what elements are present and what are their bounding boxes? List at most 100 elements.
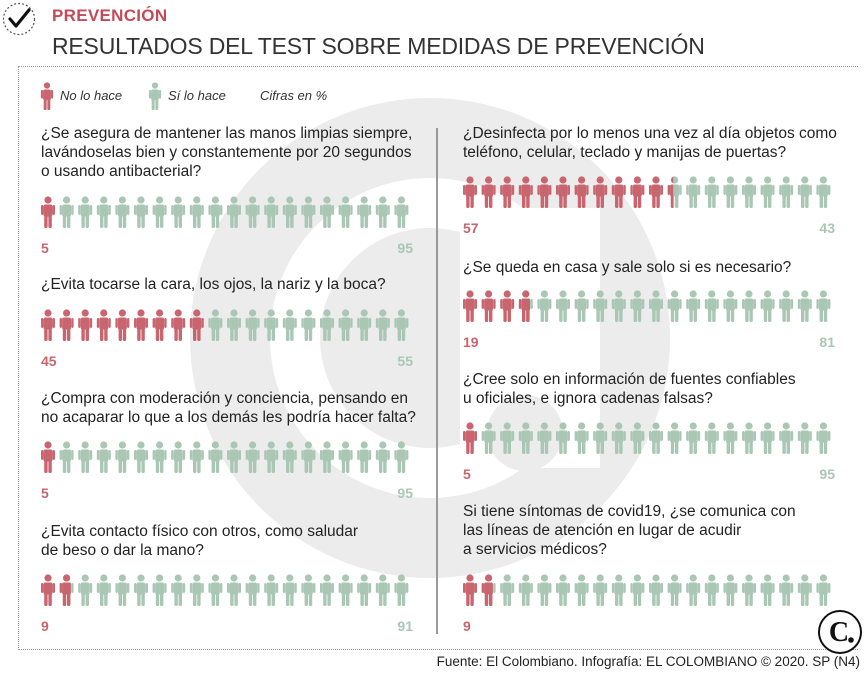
person-icon-si (96, 196, 111, 228)
svg-text:C: C (829, 617, 849, 648)
person-icon-si (357, 441, 372, 473)
person-icon-no (59, 309, 74, 341)
person-icon-si (152, 196, 167, 228)
person-icon-si (245, 196, 260, 228)
person-icon-si (797, 422, 812, 454)
person-icon-si (816, 574, 831, 606)
person-icon-si (797, 176, 812, 208)
person-icon-si (134, 441, 148, 473)
person-icon-si (797, 574, 812, 606)
person-icon-si (375, 441, 390, 473)
question-line: de beso o dar la mano? (41, 542, 204, 559)
person-icon-si (338, 309, 353, 341)
person-icon-si (320, 441, 334, 473)
person-icon-si (611, 422, 626, 454)
no-value-label: 45 (41, 353, 57, 369)
person-icon-si (686, 574, 701, 606)
person-icon-no (500, 176, 515, 208)
person-icon-si (816, 176, 831, 208)
person-icon-no (611, 176, 626, 208)
person-icon-si (760, 176, 775, 208)
person-icon-si (797, 290, 812, 322)
person-icon-si (282, 441, 297, 473)
person-icon-si (723, 290, 738, 322)
person-icon-si (760, 422, 775, 454)
si-value-label: 91 (397, 618, 413, 634)
person-icon-si (301, 196, 316, 228)
si-value-label: 81 (819, 334, 835, 350)
legend-si-person-icon (148, 82, 162, 110)
person-icon-si (375, 574, 390, 606)
person-icon-si (208, 196, 223, 228)
person-icon-si (375, 196, 390, 228)
question-line: ¿Evita tocarse la cara, los ojos, la nar… (41, 276, 386, 293)
person-icon-no (41, 196, 55, 228)
person-icon-si (357, 309, 372, 341)
person-icon-si (189, 441, 204, 473)
person-icon-si (760, 574, 775, 606)
person-icon-no (500, 290, 515, 322)
person-icon-si (667, 422, 682, 454)
page-title: RESULTADOS DEL TEST SOBRE MEDIDAS DE PRE… (52, 33, 705, 59)
person-icon-si (59, 441, 74, 473)
person-icon-si (779, 422, 794, 454)
person-icon (148, 82, 162, 110)
no-value-label: 5 (463, 466, 471, 482)
question-text: ¿Evita contacto físico con otros, como s… (41, 522, 358, 560)
person-icon-si (357, 574, 372, 606)
person-icon-si (115, 441, 130, 473)
person-icon-no (59, 574, 71, 606)
question-text: ¿Se asegura de mantener las manos limpia… (41, 124, 412, 181)
person-icon-no (574, 176, 589, 208)
person-icon-no (649, 176, 663, 208)
person-icon-si (152, 574, 167, 606)
person-icon-no (171, 309, 186, 341)
person-icon-si (537, 290, 552, 322)
person-icon-si (96, 574, 111, 606)
question-text: ¿Compra con moderación y conciencia, pen… (41, 389, 416, 427)
person-icon-si (282, 574, 297, 606)
si-value-label: 95 (397, 485, 413, 501)
person-icon-si (742, 574, 756, 606)
person-icon-no-partial (667, 176, 674, 208)
person-icon-si (394, 574, 409, 606)
legend-units: Cifras en % (260, 88, 328, 103)
person-icon-no (556, 176, 570, 208)
person-icon-si (556, 422, 570, 454)
question-text: ¿Desinfecta por lo menos una vez al día … (463, 124, 837, 162)
person-icon-si (574, 290, 589, 322)
person-icon-si (171, 441, 186, 473)
question-line: Si tiene síntomas de covid19, ¿se comuni… (463, 503, 796, 520)
person-icon-si (742, 290, 756, 322)
person-icon-si (245, 309, 260, 341)
person-icon-si (686, 176, 701, 208)
person-icon-si (537, 422, 552, 454)
no-value-label: 19 (463, 334, 479, 350)
person-icon-si (779, 290, 794, 322)
question-text: ¿Cree solo en información de fuentes con… (463, 370, 796, 408)
kicker: PREVENCIÓN (52, 6, 168, 25)
question-line: ¿Se asegura de mantener las manos limpia… (41, 125, 413, 142)
person-icon-si (686, 422, 701, 454)
person-icon-si (282, 196, 297, 228)
person-icon-no (667, 176, 674, 208)
person-icon-no-partial (518, 290, 530, 322)
legend-no-person-icon (40, 82, 54, 110)
question-line: teléfono, celular, teclado y manijas de … (463, 144, 787, 161)
person-icon-si (227, 574, 241, 606)
source-footer: Fuente: El Colombiano. Infografía: EL CO… (436, 654, 860, 669)
person-icon-si (115, 196, 130, 228)
person-icon-si (171, 574, 186, 606)
person-icon-si (264, 309, 279, 341)
person-icon-si (574, 422, 589, 454)
question-line: ¿Desinfecta por lo menos una vez al día … (463, 125, 837, 142)
person-icon-si (264, 196, 279, 228)
person-icon-si (208, 574, 223, 606)
person-icon-si (816, 422, 831, 454)
person-icon-si (481, 422, 496, 454)
person-icon-no (481, 176, 496, 208)
person-icon-no (518, 290, 530, 322)
question-line: a servicios médicos? (463, 541, 607, 558)
person-icon-si (500, 422, 515, 454)
checkmark-icon (2, 2, 36, 36)
